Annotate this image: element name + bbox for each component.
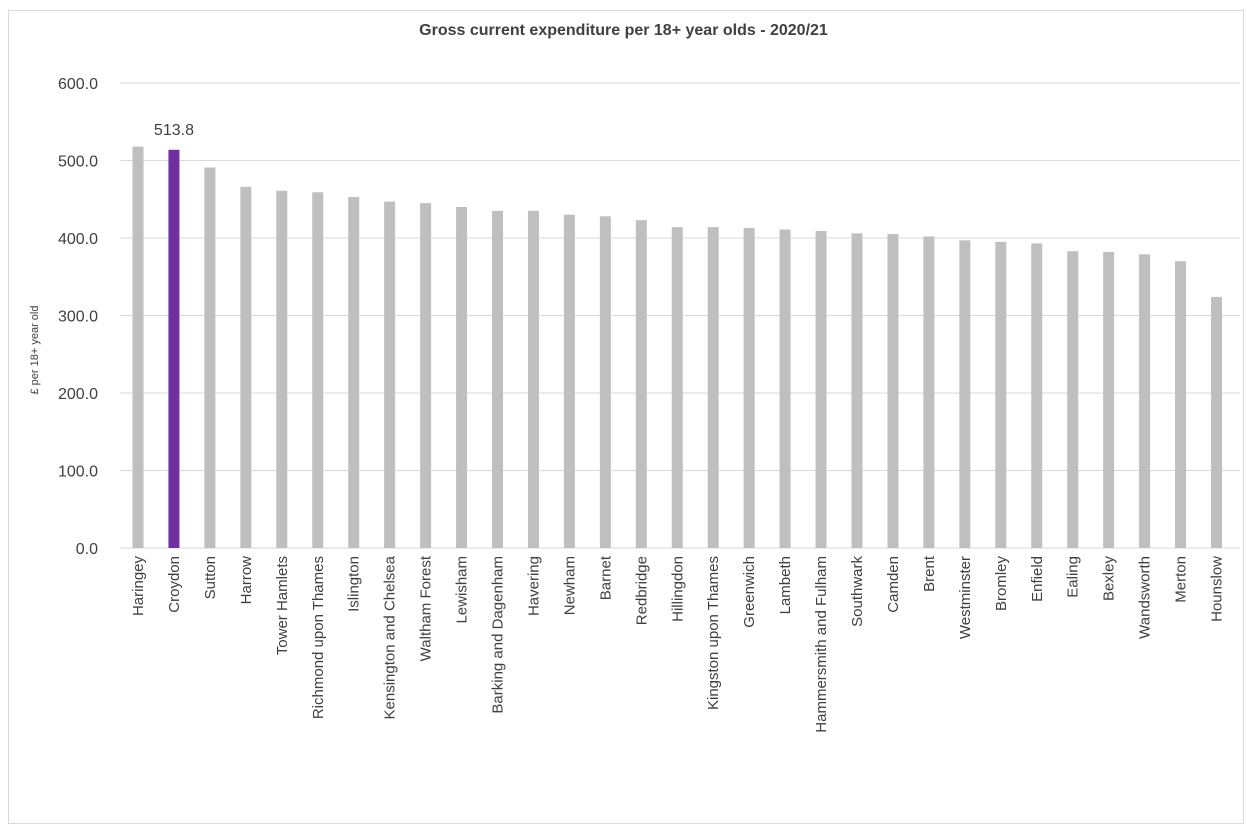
data-label: 513.8 [154, 122, 194, 139]
bar-richmond-upon-thames [312, 192, 324, 548]
bar-camden [887, 234, 899, 548]
x-tick-label: Islington [346, 556, 363, 612]
x-tick-label: Harrow [238, 556, 255, 605]
bar-harrow [240, 186, 252, 548]
x-tick-label: Redbridge [633, 556, 650, 625]
x-tick-label: Ealing [1065, 556, 1082, 598]
x-tick-label: Lambeth [777, 556, 794, 614]
bar-hammersmith-and-fulham [815, 231, 827, 548]
x-tick-label: Merton [1173, 556, 1190, 603]
bar-islington [348, 196, 360, 549]
x-tick-label: Hammersmith and Fulham [813, 556, 830, 733]
bar-ealing [1067, 251, 1079, 549]
x-tick-label: Brent [921, 555, 938, 592]
bar-newham [563, 214, 575, 548]
bar-bexley [1103, 251, 1115, 548]
y-tick-label: 500.0 [58, 154, 98, 171]
x-tick-label: Enfield [1029, 556, 1046, 602]
x-axis-labels: Haringey Croydon Sutton Harrow Tower Hamlets… [130, 555, 1226, 733]
bar-enfield [1031, 243, 1043, 549]
bar-southwark [851, 233, 863, 548]
x-tick-label: Bexley [1101, 556, 1118, 602]
x-tick-label: Waltham Forest [418, 555, 435, 661]
y-tick-label: 400.0 [58, 231, 98, 248]
x-tick-label: Bromley [993, 556, 1010, 612]
x-tick-label: Camden [885, 556, 902, 613]
x-tick-label: Kensington and Chelsea [382, 555, 399, 719]
bar-kensington-and-chelsea [384, 201, 396, 548]
x-tick-label: Kingston upon Thames [705, 556, 722, 710]
data-labels: 513.8 [154, 122, 194, 139]
bar-bromley [995, 241, 1007, 548]
x-tick-label: Croydon [166, 556, 183, 613]
bar-tower-hamlets [276, 190, 288, 548]
y-tick-label: 600.0 [58, 76, 98, 93]
bar-croydon [168, 149, 180, 548]
x-tick-label: Wandsworth [1137, 556, 1154, 639]
bar-hillingdon [671, 227, 683, 548]
bar-wandsworth [1139, 254, 1151, 548]
x-tick-label: Havering [525, 556, 542, 616]
bar-brent [923, 236, 935, 548]
bar-barnet [599, 216, 611, 549]
x-tick-label: Hillingdon [669, 556, 686, 622]
y-tick-label: 100.0 [58, 464, 98, 481]
bar-redbridge [635, 220, 647, 549]
bar-barking-and-dagenham [492, 210, 503, 548]
x-tick-label: Barking and Dagenham [490, 556, 507, 714]
y-tick-label: 300.0 [58, 309, 98, 326]
bar-kingston-upon-thames [707, 227, 719, 548]
bar-haringey [132, 146, 144, 549]
x-tick-label: Southwark [849, 556, 866, 627]
x-tick-label: Tower Hamlets [274, 556, 291, 655]
y-tick-label: 0.0 [76, 541, 98, 558]
bar-greenwich [743, 227, 755, 549]
y-tick-label: 200.0 [58, 386, 98, 403]
bar-hounslow [1211, 296, 1222, 548]
bars [132, 146, 1222, 549]
bar-havering [527, 210, 539, 548]
bar-lambeth [779, 229, 791, 548]
x-tick-label: Richmond upon Thames [310, 556, 327, 719]
x-tick-label: Greenwich [741, 556, 758, 628]
bar-lewisham [456, 207, 468, 548]
x-tick-label: Westminster [957, 556, 974, 639]
x-tick-label: Barnet [597, 555, 614, 600]
bar-waltham-forest [420, 203, 432, 548]
bar-sutton [204, 167, 216, 548]
x-tick-label: Newham [561, 556, 578, 615]
chart-title: Gross current expenditure per 18+ year o… [419, 22, 828, 39]
x-tick-label: Haringey [130, 556, 147, 617]
bar-merton [1175, 261, 1187, 548]
bar-westminster [959, 240, 971, 548]
x-tick-label: Sutton [202, 556, 219, 599]
x-tick-label: Hounslow [1209, 556, 1226, 622]
x-tick-label: Lewisham [454, 556, 471, 624]
y-axis-ticks: 0.0 100.0 200.0 300.0 400.0 500.0 600.0 [58, 76, 98, 558]
